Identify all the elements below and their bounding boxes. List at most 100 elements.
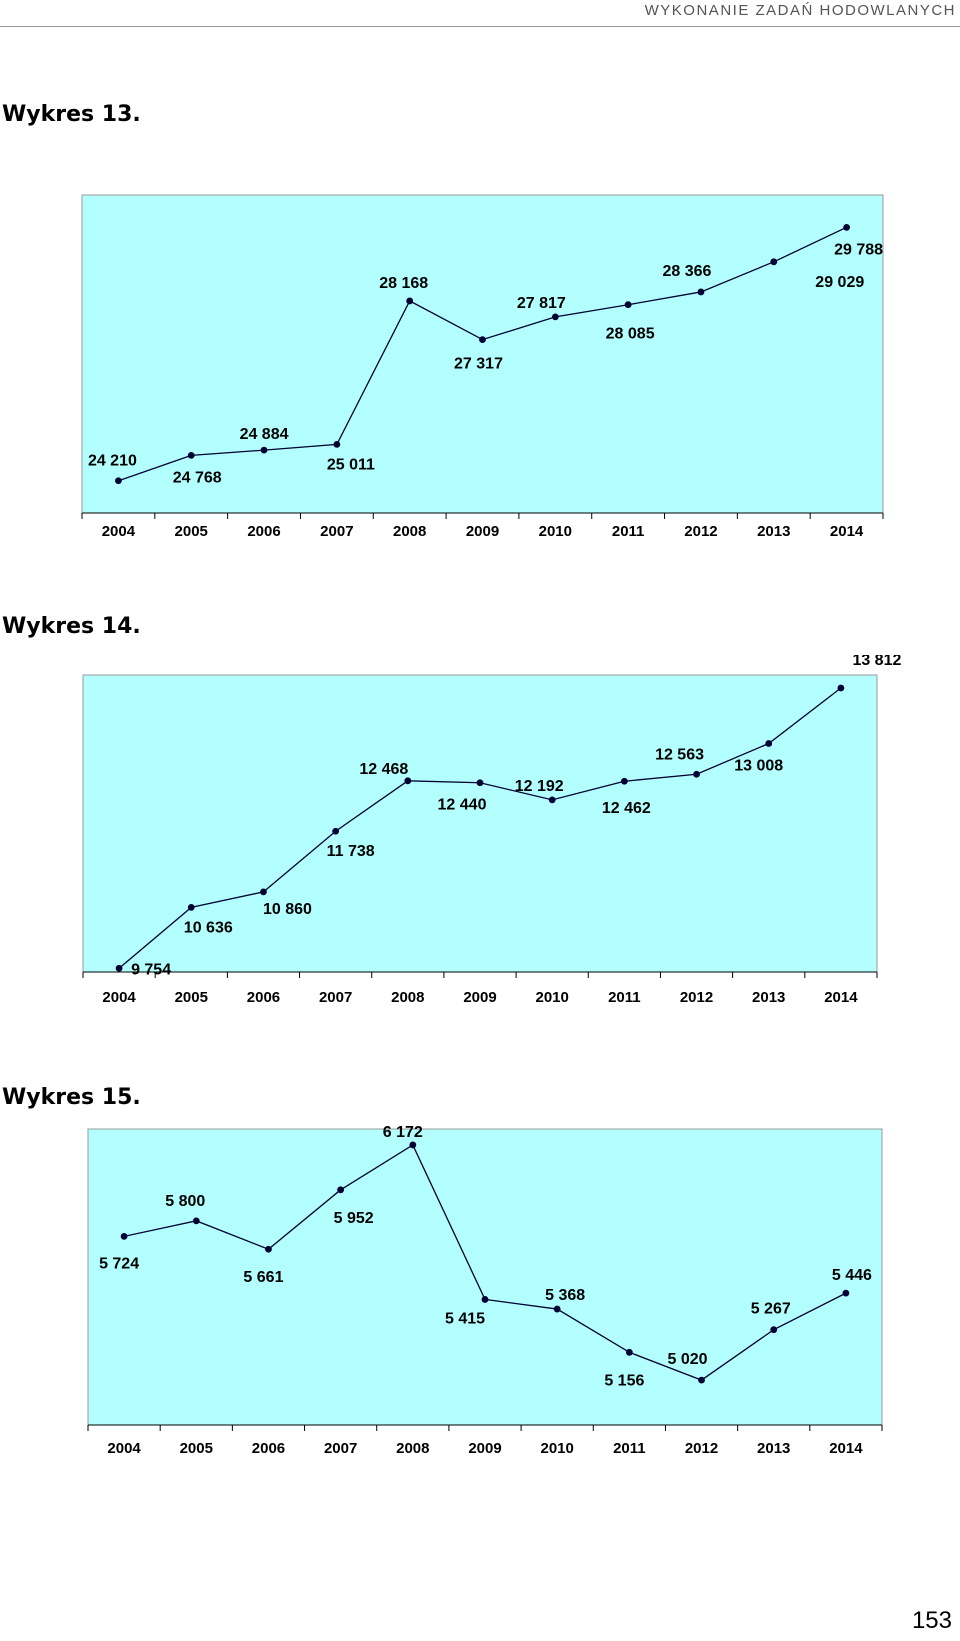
data-label: 10 636 (184, 919, 233, 936)
data-point (406, 297, 414, 305)
x-tick-label: 2014 (830, 523, 864, 540)
x-tick-label: 2004 (102, 989, 136, 1006)
x-tick-label: 2009 (466, 523, 499, 540)
data-point (837, 684, 845, 692)
data-point (624, 301, 632, 309)
data-point (548, 796, 556, 804)
data-point (409, 1141, 417, 1149)
data-label: 12 468 (359, 761, 408, 778)
data-label: 24 884 (240, 426, 289, 443)
chart-14-caption: Wykres 14. (2, 614, 141, 639)
data-point (115, 477, 122, 485)
data-point (332, 827, 340, 835)
x-tick-label: 2014 (829, 1440, 863, 1457)
running-header: WYKONANIE ZADAŃ HODOWLANYCH (644, 2, 956, 19)
data-point (476, 779, 484, 787)
data-label: 28 366 (662, 263, 711, 280)
x-tick-label: 2007 (319, 989, 352, 1006)
data-label: 5 267 (751, 1301, 791, 1318)
chart-15-swietokrzyskie: WOJEWÓDZTWO ŚWIĘTOKRZYSKIE20042005200620… (87, 1125, 883, 1457)
data-label: 5 020 (668, 1351, 708, 1368)
data-label: 5 800 (165, 1193, 205, 1210)
data-label: 29 788 (834, 241, 883, 258)
data-point (481, 1296, 489, 1303)
x-tick-label: 2009 (468, 1440, 501, 1457)
data-point (187, 903, 195, 911)
data-point (698, 1376, 705, 1384)
data-label: 5 446 (832, 1267, 872, 1284)
data-label: 25 011 (327, 456, 375, 473)
x-tick-label: 2012 (684, 523, 717, 540)
x-tick-label: 2014 (824, 989, 858, 1006)
data-point (770, 258, 778, 266)
data-point (265, 1245, 272, 1253)
data-label: 10 860 (263, 901, 312, 918)
data-point (260, 888, 267, 896)
data-label: 27 817 (517, 295, 566, 312)
data-label: 13 812 (852, 655, 901, 669)
x-tick-label: 2006 (247, 989, 280, 1006)
data-label: 12 563 (655, 746, 704, 763)
data-point (770, 1326, 778, 1334)
chart-13-caption: Wykres 13. (2, 102, 141, 127)
x-tick-label: 2008 (393, 523, 426, 540)
plot-area (81, 194, 884, 514)
data-label: 24 210 (88, 453, 137, 470)
data-point (625, 1348, 633, 1356)
data-point (333, 440, 341, 448)
plot-area (87, 1128, 883, 1426)
x-tick-label: 2008 (391, 989, 424, 1006)
data-label: 5 952 (334, 1210, 374, 1227)
data-label: 13 008 (734, 758, 783, 775)
data-label: 5 156 (604, 1372, 644, 1389)
chart-14-slaskie: WOJEWÓDZTWO ŚLĄSKIE200420052006200720082… (82, 655, 901, 1006)
data-label: 29 029 (815, 274, 864, 291)
data-label: 9 754 (131, 961, 171, 978)
x-tick-label: 2006 (252, 1440, 285, 1457)
data-point (551, 313, 559, 321)
x-tick-label: 2004 (107, 1440, 141, 1457)
header-rule (0, 26, 960, 27)
x-tick-label: 2011 (608, 989, 641, 1006)
x-tick-label: 2010 (540, 1440, 573, 1457)
data-label: 5 415 (445, 1310, 485, 1327)
data-point (842, 1289, 850, 1297)
x-tick-label: 2013 (757, 523, 790, 540)
data-label: 11 738 (327, 843, 375, 860)
x-tick-label: 2005 (175, 989, 208, 1006)
data-point (479, 336, 486, 343)
page-number: 153 (911, 1607, 952, 1634)
data-point (192, 1217, 200, 1225)
x-tick-label: 2011 (613, 1440, 646, 1457)
x-tick-label: 2007 (320, 523, 353, 540)
data-point (115, 964, 123, 972)
data-label: 12 440 (438, 797, 487, 814)
data-point (843, 223, 850, 231)
x-tick-label: 2005 (180, 1440, 213, 1457)
plot-area (82, 674, 878, 973)
data-point (620, 777, 628, 785)
chart-13-pomorskie: WOJEWÓDZTWO POMORSKIE2004200520062007200… (81, 194, 884, 540)
x-tick-label: 2012 (685, 1440, 718, 1457)
x-tick-label: 2007 (324, 1440, 357, 1457)
x-tick-label: 2006 (247, 523, 280, 540)
data-label: 12 462 (602, 800, 651, 817)
x-tick-label: 2012 (680, 989, 713, 1006)
data-point (187, 451, 195, 459)
data-label: 6 172 (383, 1125, 423, 1141)
data-label: 27 317 (454, 356, 503, 373)
data-label: 24 768 (173, 469, 222, 486)
data-point (337, 1186, 345, 1194)
data-point (553, 1305, 561, 1313)
data-point (765, 740, 773, 747)
x-tick-label: 2013 (752, 989, 785, 1006)
data-label: 5 724 (99, 1255, 139, 1272)
data-point (404, 777, 412, 785)
data-point (697, 288, 705, 296)
x-tick-label: 2011 (612, 523, 645, 540)
data-point (120, 1232, 128, 1240)
x-tick-label: 2005 (175, 523, 208, 540)
data-label: 5 661 (243, 1269, 283, 1286)
x-tick-label: 2013 (757, 1440, 790, 1457)
data-label: 28 168 (379, 275, 428, 292)
